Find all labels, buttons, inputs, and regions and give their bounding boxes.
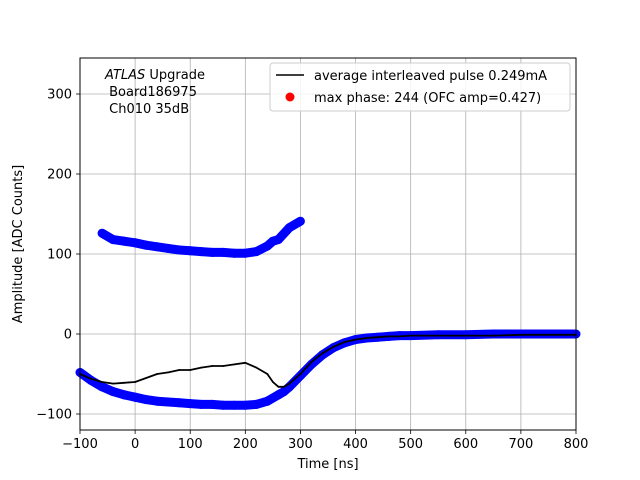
- average-pulse-point: [398, 335, 401, 338]
- average-pulse-point: [283, 385, 285, 388]
- y-tick-label: −100: [36, 408, 72, 423]
- average-pulse-point: [321, 352, 324, 355]
- x-axis-label: Time [ns]: [296, 457, 358, 472]
- average-pulse-point: [255, 366, 258, 369]
- average-pulse-point: [343, 341, 346, 343]
- average-pulse-point: [145, 377, 148, 379]
- x-tick-label: 200: [233, 437, 258, 452]
- x-tick-label: 500: [398, 437, 423, 452]
- scatter-band-segment: [461, 329, 498, 340]
- x-tick-label: 700: [508, 437, 533, 452]
- average-pulse-point: [222, 365, 225, 367]
- x-tick-label: 600: [453, 437, 478, 452]
- average-pulse-point: [189, 369, 192, 371]
- x-tick-label: 400: [343, 437, 368, 452]
- average-pulse-point: [244, 361, 247, 364]
- x-tick-label: −100: [62, 437, 98, 452]
- annotation: ATLAS Upgrade Board186975 Ch010 35dB: [104, 68, 205, 117]
- average-pulse-point: [112, 382, 114, 385]
- average-pulse-point: [354, 338, 357, 341]
- scatter-band-segment: [284, 216, 305, 233]
- y-tick-label: 300: [47, 88, 72, 103]
- y-axis-label: Amplitude [ADC Counts]: [11, 165, 26, 323]
- legend-box: [269, 62, 571, 112]
- average-pulse-point: [167, 371, 170, 374]
- plot-frame: [79, 57, 577, 431]
- y-tick-label: 0: [64, 328, 72, 343]
- y-tick-label: 100: [47, 248, 72, 263]
- x-tick-label: 100: [178, 437, 203, 452]
- average-pulse-point: [134, 381, 137, 383]
- annotation-line-1: ATLAS Upgrade: [104, 68, 205, 83]
- average-pulse-point: [492, 334, 495, 337]
- legend-marker-swatch: [285, 92, 295, 102]
- average-pulse-point: [233, 363, 236, 366]
- annotation-upgrade: Upgrade: [145, 68, 205, 83]
- average-pulse-point: [123, 381, 125, 384]
- average-pulse-point: [365, 337, 368, 339]
- x-tick-label: 300: [288, 437, 313, 452]
- legend: average interleaved pulse 0.249mA max ph…: [269, 62, 571, 112]
- annotation-channel: Ch010 35dB: [105, 102, 189, 117]
- x-tick-label: 800: [564, 437, 589, 452]
- average-pulse-point: [387, 335, 390, 338]
- average-pulse-point: [271, 381, 274, 383]
- ticks: −100 0 100 200 300 400 500 600 700 800 −100 0 100 200…: [36, 88, 588, 453]
- average-pulse-point: [178, 369, 181, 371]
- legend-entry-max-phase: max phase: 244 (OFC amp=0.427): [314, 91, 541, 106]
- scatter-series-2: [97, 216, 305, 258]
- x-tick-label: 0: [131, 437, 139, 452]
- average-pulse-point: [200, 366, 203, 369]
- average-pulse-point: [376, 336, 379, 339]
- average-pulse-point: [437, 334, 440, 337]
- average-pulse-point: [277, 385, 280, 388]
- average-pulse-point: [332, 345, 335, 348]
- average-pulse-point: [156, 373, 159, 375]
- annotation-board: Board186975: [105, 85, 197, 100]
- average-pulse-point: [90, 377, 92, 380]
- average-pulse-point: [310, 361, 313, 363]
- average-pulse-point: [101, 381, 103, 383]
- average-pulse-point: [464, 334, 467, 337]
- average-pulse-point: [547, 333, 550, 336]
- y-tick-label: 200: [47, 168, 72, 183]
- average-pulse-point: [288, 382, 291, 385]
- average-pulse-point: [299, 373, 302, 375]
- legend-entry-average-pulse: average interleaved pulse 0.249mA: [314, 69, 547, 84]
- average-pulse-point: [266, 373, 269, 375]
- series-layer: [75, 216, 581, 410]
- average-pulse-point: [409, 334, 412, 337]
- average-pulse-point: [211, 365, 214, 367]
- average-pulse-point: [519, 333, 522, 336]
- annotation-atlas: ATLAS: [104, 68, 145, 83]
